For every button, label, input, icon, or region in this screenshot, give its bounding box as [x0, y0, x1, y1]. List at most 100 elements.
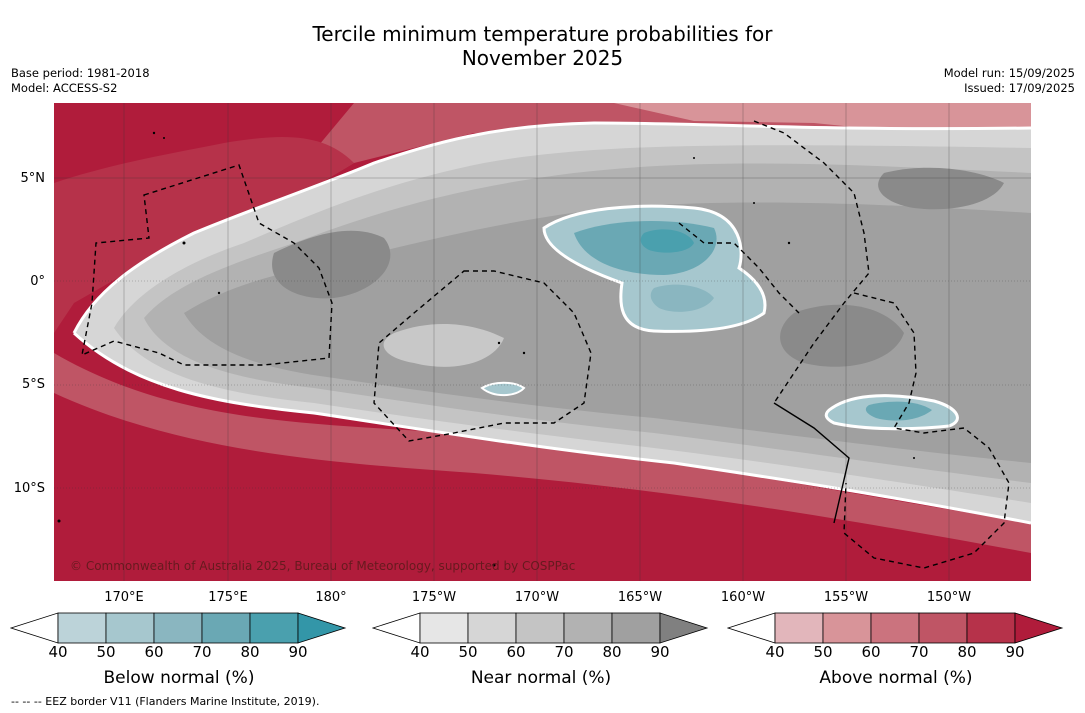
- below-normal-patch-se-core: [865, 401, 932, 421]
- below-normal-sub: [650, 284, 714, 312]
- colorbar-segment: [57, 612, 107, 644]
- near-normal-patch-2: [780, 304, 904, 367]
- colorbar-above-normal: [727, 612, 1064, 644]
- eez-legend-note: -- -- -- EEZ border V11 (Flanders Marine…: [11, 695, 320, 708]
- colorbar-extend-high: [1014, 612, 1064, 644]
- colorbar-tick-label: 50: [813, 643, 833, 661]
- colorbar-segment: [249, 612, 299, 644]
- island: [913, 457, 915, 459]
- colorbar-segment: [822, 612, 872, 644]
- colorbar-tick-label: 80: [957, 643, 977, 661]
- colorbar-segment: [966, 612, 1016, 644]
- colorbar-tick-label: 60: [861, 643, 881, 661]
- island: [693, 157, 695, 159]
- colorbar-segment: [870, 612, 920, 644]
- colorbar-tick-label: 90: [650, 643, 670, 661]
- island: [753, 202, 755, 204]
- near-normal-80: [184, 202, 1031, 464]
- island: [497, 341, 501, 345]
- colorbar-extend-low: [727, 612, 776, 644]
- lon-label-175e: 175°E: [208, 590, 248, 605]
- colorbar-label-below: Below normal (%): [103, 668, 255, 688]
- lat-label-0: 0°: [30, 274, 45, 289]
- island: [217, 291, 221, 295]
- colorbar-tick-label: 50: [96, 643, 116, 661]
- title-line-2: November 2025: [461, 46, 624, 70]
- lon-label-170w: 170°W: [514, 590, 560, 605]
- colorbar-segment: [563, 612, 613, 644]
- island: [182, 241, 186, 245]
- colorbar-extend-high: [659, 612, 709, 644]
- island: [787, 241, 791, 245]
- lat-label-10s: 10°S: [13, 481, 45, 496]
- lon-label-150w: 150°W: [926, 590, 972, 605]
- issued-date: Issued: 17/09/2025: [964, 80, 1075, 95]
- eez-tuvalu-kiribati: [81, 164, 333, 366]
- colorbar-segment: [611, 612, 661, 644]
- colorbar-segment: [153, 612, 203, 644]
- eez-solid: [773, 402, 850, 524]
- chart-title: Tercile minimum temperature probabilitie…: [0, 22, 1085, 70]
- colorbar-segment: [419, 612, 469, 644]
- tercile-boundary-south: [72, 331, 1031, 525]
- meta-left: Base period: 1981-2018 Model: ACCESS-S2: [11, 66, 150, 95]
- colorbar-tick-label: 70: [554, 643, 574, 661]
- colorbar-extend-high: [297, 612, 347, 644]
- meta-right: Model run: 15/09/2025 Issued: 17/09/2025: [944, 66, 1075, 95]
- near-normal-light-1: [383, 323, 504, 367]
- island: [152, 131, 156, 135]
- island: [522, 351, 526, 355]
- colorbar-extend-low: [10, 612, 59, 644]
- colorbar-tick-label: 80: [240, 643, 260, 661]
- colorbar-tick-label: 70: [909, 643, 929, 661]
- colorbar-tick-label: 40: [765, 643, 785, 661]
- lat-label-5s: 5°S: [21, 377, 45, 392]
- copyright-notice: © Commonwealth of Australia 2025, Bureau…: [70, 559, 576, 573]
- graticule: [54, 103, 1031, 581]
- island: [492, 563, 496, 567]
- model-name: Model: ACCESS-S2: [11, 80, 118, 95]
- colorbar-label-near: Near normal (%): [470, 668, 612, 688]
- eez-solid-line: [773, 402, 850, 524]
- colorbar-segment: [515, 612, 565, 644]
- colorbar-tick-label: 70: [192, 643, 212, 661]
- base-period: Base period: 1981-2018: [11, 66, 150, 80]
- model-run: Model run: 15/09/2025: [943, 66, 1075, 80]
- lon-label-175w: 175°W: [411, 590, 457, 605]
- lon-label-155w: 155°W: [823, 590, 869, 605]
- probability-map: © Commonwealth of Australia 2025, Bureau…: [54, 103, 1031, 581]
- map-svg: [54, 103, 1031, 581]
- above-band-south-90: [54, 393, 1031, 581]
- eez-line-east: [753, 120, 870, 404]
- lon-label-180: 180°: [315, 590, 347, 605]
- lat-label-5n: 5°N: [20, 171, 46, 186]
- title-line-1: Tercile minimum temperature probabilitie…: [312, 22, 773, 46]
- colorbar-tick-label: 40: [48, 643, 68, 661]
- colorbar-tick-label: 90: [288, 643, 308, 661]
- eez-borders: [81, 120, 1010, 569]
- colorbar-tick-label: 40: [410, 643, 430, 661]
- below-normal-core-deep: [640, 229, 694, 253]
- colorbar-tick-label: 90: [1005, 643, 1025, 661]
- island: [57, 519, 61, 523]
- colorbar-segment: [105, 612, 155, 644]
- colorbar-below-normal: [10, 612, 347, 644]
- eez-cook: [843, 292, 1010, 569]
- colorbar-segment: [918, 612, 968, 644]
- below-normal-patch-small: [480, 381, 526, 397]
- lon-label-160w: 160°W: [720, 590, 766, 605]
- colorbar-label-above: Above normal (%): [819, 668, 973, 688]
- colorbar-segment: [467, 612, 517, 644]
- colorbar-extend-low: [372, 612, 421, 644]
- island: [163, 137, 165, 139]
- colorbar-tick-label: 60: [506, 643, 526, 661]
- colorbar-tick-label: 50: [458, 643, 478, 661]
- colorbar-segment: [774, 612, 824, 644]
- colorbar-segment: [201, 612, 251, 644]
- lon-label-170e: 170°E: [104, 590, 144, 605]
- colorbar-tick-label: 60: [144, 643, 164, 661]
- colorbar-near-normal: [372, 612, 709, 644]
- lon-label-165w: 165°W: [617, 590, 663, 605]
- colorbar-tick-label: 80: [602, 643, 622, 661]
- islands: [57, 131, 915, 567]
